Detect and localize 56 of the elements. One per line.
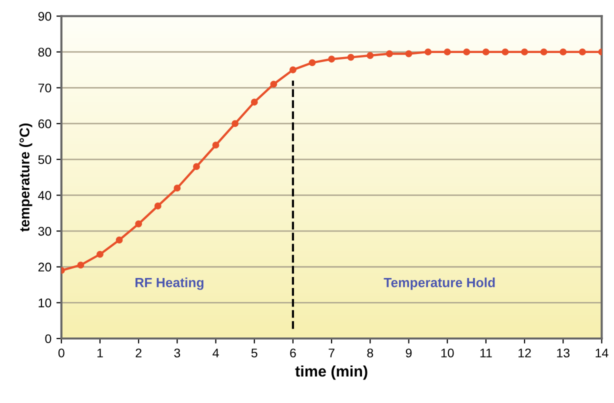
- x-tick-label: 11: [480, 348, 492, 358]
- y-tick-label: 0: [45, 334, 52, 344]
- x-tick-label: 2: [136, 348, 142, 358]
- y-tick-label: 40: [38, 191, 52, 200]
- point: [308, 59, 316, 66]
- y-tick-label: 80: [38, 48, 52, 57]
- point: [386, 50, 393, 58]
- x-tick-label: 9: [406, 348, 412, 358]
- point: [463, 48, 470, 56]
- x-tick-label: 6: [290, 348, 296, 358]
- point: [424, 48, 432, 56]
- y-tick-label: 60: [38, 119, 52, 128]
- y-tick-label: 30: [38, 226, 52, 236]
- point: [174, 184, 181, 192]
- x-tick-label: 1: [97, 348, 103, 358]
- point: [482, 48, 490, 56]
- y-axis-title: temperature (°C): [19, 124, 32, 232]
- point: [193, 163, 200, 170]
- x-tick-label: 7: [328, 348, 334, 358]
- point: [212, 142, 220, 149]
- y-tick-label: 10: [38, 298, 52, 308]
- x-tick-label: 3: [174, 348, 180, 358]
- y-tick-label: 70: [38, 84, 52, 92]
- annotation: Temperature Hold: [384, 278, 495, 290]
- point: [77, 262, 84, 269]
- point: [521, 48, 528, 56]
- point: [116, 236, 123, 244]
- point: [502, 48, 509, 56]
- point: [366, 52, 374, 59]
- point: [347, 54, 354, 61]
- point: [328, 56, 336, 63]
- x-tick-label: 8: [367, 348, 374, 358]
- point: [270, 80, 278, 88]
- point: [405, 50, 412, 58]
- x-tick-label: 4: [212, 348, 219, 358]
- point: [96, 250, 104, 258]
- y-tick-label: 90: [38, 12, 52, 21]
- point: [154, 202, 162, 210]
- point: [232, 120, 239, 128]
- x-axis-title: time (min): [295, 365, 368, 380]
- x-tick-label: 0: [58, 348, 64, 358]
- y-tick-label: 20: [38, 262, 52, 272]
- point: [444, 48, 451, 56]
- point: [135, 220, 142, 228]
- y-tick-label: 50: [38, 155, 52, 164]
- x-tick-label: 13: [557, 348, 570, 358]
- point: [540, 48, 548, 56]
- x-tick-label: 12: [518, 348, 531, 358]
- point: [578, 48, 586, 56]
- x-tick-label: 14: [596, 348, 608, 358]
- point: [250, 98, 258, 106]
- x-tick-label: 5: [251, 348, 258, 358]
- x-tick-label: 10: [441, 348, 454, 358]
- point: [560, 48, 567, 56]
- point: [289, 66, 296, 74]
- annotation: RF Heating: [136, 278, 204, 290]
